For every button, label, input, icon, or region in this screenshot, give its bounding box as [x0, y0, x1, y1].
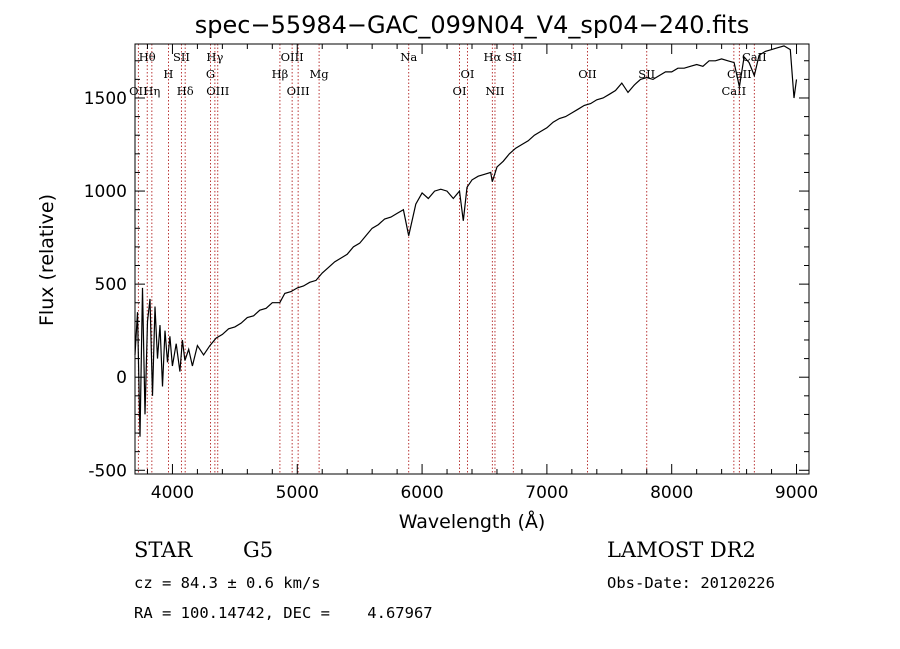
spectral-line-label: Mg: [310, 67, 330, 81]
spectral-line-label: Hγ: [206, 50, 223, 64]
observation-date: Obs-Date: 20120226: [607, 574, 775, 592]
spectral-line-label: SII: [173, 50, 190, 64]
spectral-line-label: G: [206, 67, 215, 81]
spectral-line-label: SII: [638, 67, 655, 81]
spectral-line-label: Hθ: [139, 50, 156, 64]
y-tick-label: 1000: [84, 182, 127, 202]
y-tick-label: 1500: [84, 89, 127, 109]
x-tick-label: 6000: [400, 483, 443, 503]
spectral-line-label: SII: [505, 50, 522, 64]
plot-frame: [134, 43, 810, 475]
spectral-line-label: NII: [485, 84, 504, 98]
axis-ticks: 4000 5000 6000 7000 8000 9000 -500 0 500 1000 1500: [84, 44, 818, 503]
x-tick-label: 8000: [650, 483, 693, 503]
spectral-line-label: OII: [129, 84, 148, 98]
spectral-line-label: Na: [400, 50, 417, 64]
spectral-line-label: Hβ: [272, 67, 289, 81]
x-tick-label: 7000: [525, 483, 568, 503]
spectral-line-markers: HθOIIHηHSIIHδHγGOIIIHβOIIIOIIIMgNaOIOIHα…: [129, 44, 767, 474]
spectral-line-label: Hη: [143, 84, 160, 98]
x-axis-label: Wavelength (Å): [399, 510, 546, 533]
spectral-line-label: OIII: [206, 84, 229, 98]
spectral-line-label: OIII: [281, 50, 304, 64]
spectral-line-label: OII: [578, 67, 597, 81]
spectral-line-label: OI: [453, 84, 467, 98]
spectrum-series-line: [134, 45, 798, 437]
survey-name: LAMOST DR2: [607, 538, 756, 562]
y-tick-label: 0: [116, 368, 127, 388]
spectral-line-label: CaII: [721, 84, 746, 98]
object-subclass: G5: [243, 538, 274, 562]
spectral-line-label: Hδ: [177, 84, 194, 98]
chart-title: spec−55984−GAC_099N04_V4_sp04−240.fits: [195, 11, 749, 39]
spectral-line-label: OI: [461, 67, 475, 81]
spectral-line-label: H: [163, 67, 173, 81]
spectral-line-label: OIII: [287, 84, 310, 98]
object-class: STAR: [134, 538, 193, 562]
redshift-readout: cz = 84.3 ± 0.6 km/s: [134, 574, 321, 592]
y-tick-label: 500: [95, 275, 127, 295]
y-tick-label: -500: [88, 461, 127, 481]
x-tick-label: 5000: [276, 483, 319, 503]
coordinates-readout: RA = 100.14742, DEC = 4.67967: [134, 604, 433, 622]
x-tick-label: 9000: [775, 483, 818, 503]
x-tick-label: 4000: [151, 483, 194, 503]
spectral-line-label: CaII: [727, 67, 752, 81]
spectral-line-label: CaII: [742, 50, 767, 64]
y-axis-label: Flux (relative): [36, 194, 58, 326]
spectral-line-label: Hα: [483, 50, 501, 64]
